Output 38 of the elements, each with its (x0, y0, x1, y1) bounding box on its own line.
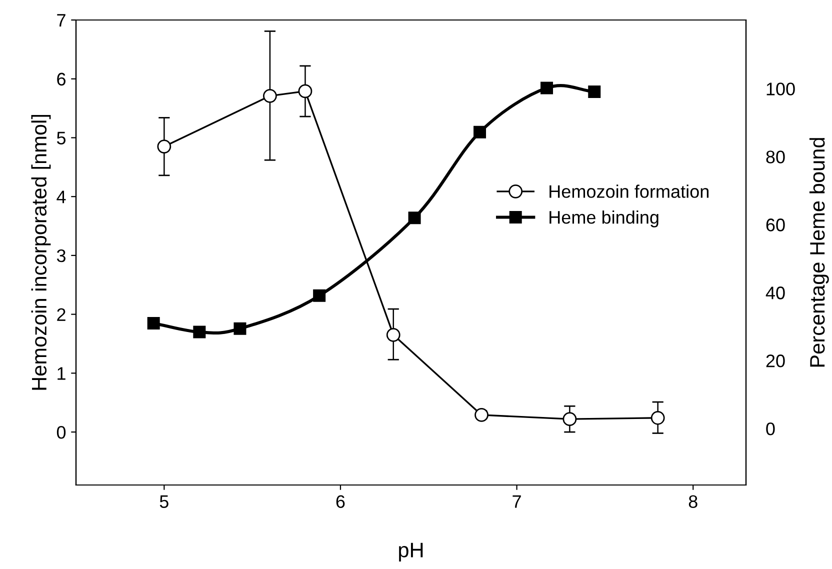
y2-axis-title: Percentage Heme bound (809, 138, 829, 367)
y2-tick-label: 80 (766, 150, 785, 164)
y-tick-label: 1 (58, 367, 66, 380)
legend-label: Hemozoin formation (550, 184, 708, 198)
point (474, 126, 486, 138)
y2-tick-label: 20 (766, 354, 785, 368)
point (474, 408, 488, 422)
y2-tick-label: 40 (766, 286, 785, 300)
point (313, 289, 326, 302)
x-tick-label: 8 (688, 495, 698, 508)
point (157, 140, 172, 154)
x-axis-title: pH (399, 542, 423, 562)
point (234, 322, 246, 335)
point (408, 212, 421, 224)
x-tick-label: 6 (336, 495, 345, 508)
point (588, 85, 601, 98)
point (193, 326, 206, 338)
point (386, 328, 400, 342)
point (650, 410, 665, 425)
legend-label: Heme binding (550, 210, 658, 228)
y-axis-title: Hemozoin incorporated [nmol] (31, 115, 51, 390)
point (540, 82, 554, 94)
point (147, 316, 160, 330)
y-tick-label: 0 (56, 426, 66, 439)
y2-tick-label: 100 (766, 82, 795, 96)
x-tick-label: 7 (512, 495, 521, 508)
y-tick-label: 6 (57, 72, 66, 86)
y-tick-label: 2 (57, 308, 66, 321)
y-tick-label: 4 (56, 190, 66, 204)
point (562, 412, 577, 426)
point (298, 84, 312, 98)
y-tick-label: 5 (56, 132, 66, 144)
x-tick-label: 5 (160, 495, 168, 508)
y-tick-label: 7 (57, 14, 66, 27)
y2-tick-label: 60 (766, 218, 785, 232)
y-tick-label: 3 (56, 249, 66, 262)
point (263, 88, 277, 103)
y2-tick-label: 0 (766, 422, 775, 436)
